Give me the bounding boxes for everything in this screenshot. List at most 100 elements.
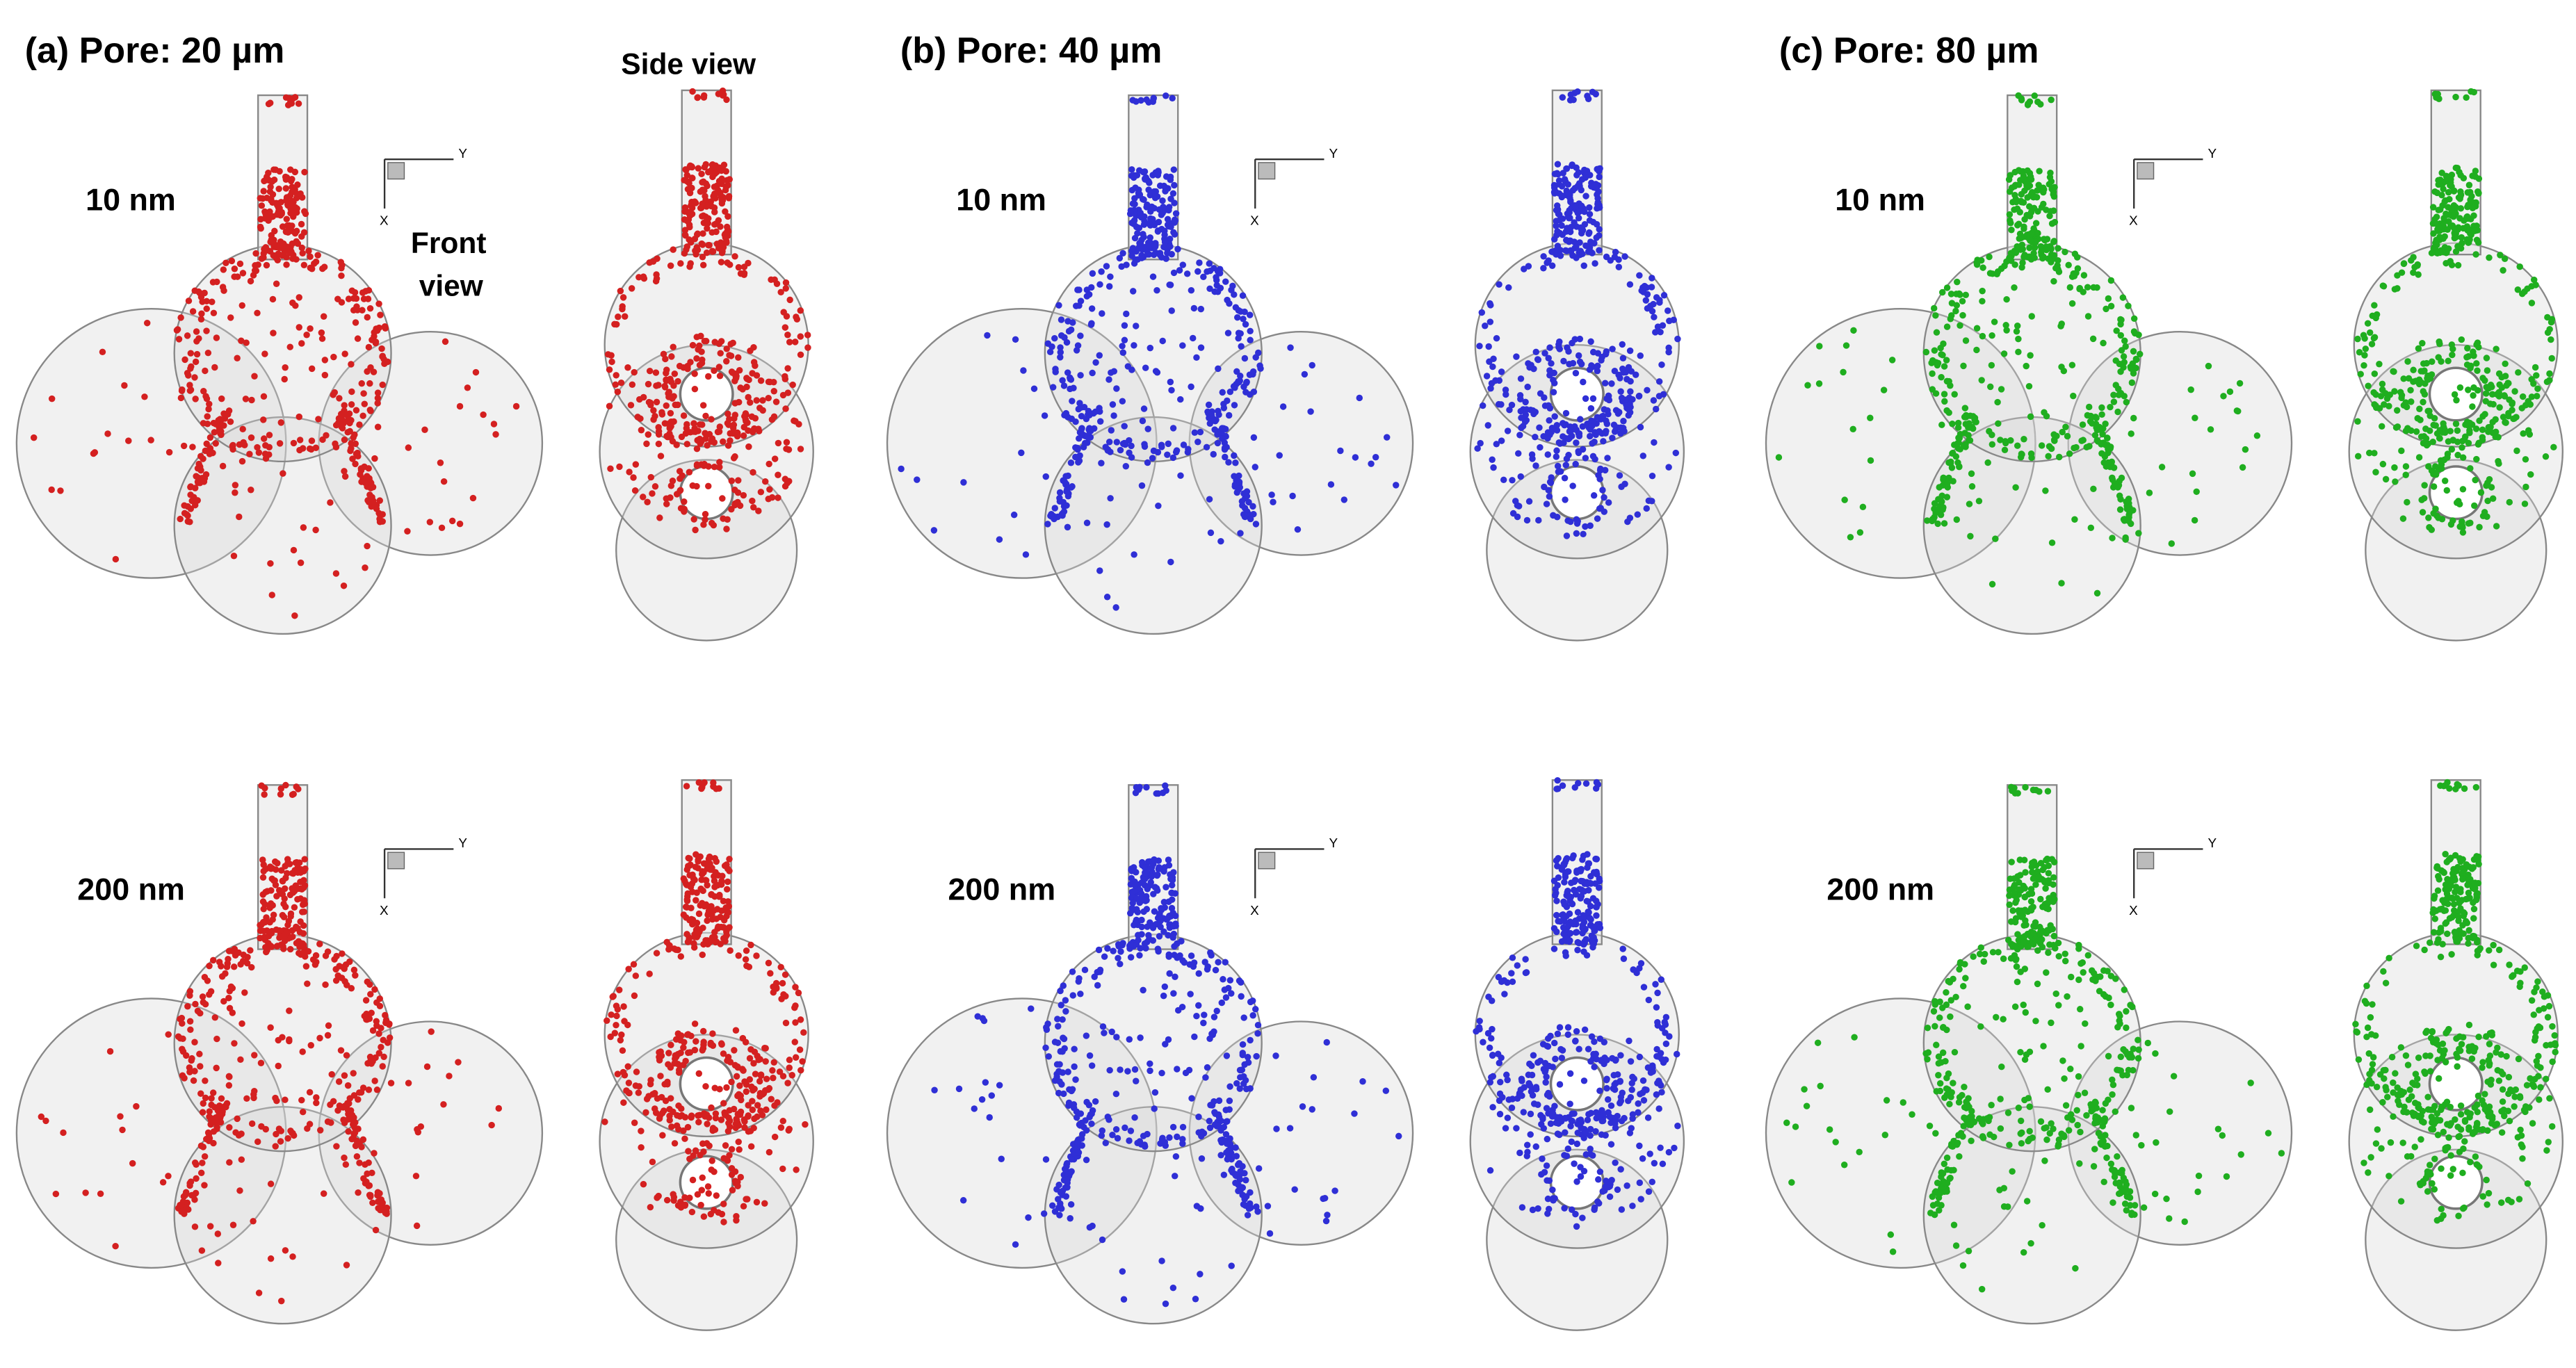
particle <box>1064 318 1071 325</box>
particle <box>730 1105 738 1113</box>
particle <box>1099 1236 1106 1244</box>
particle <box>426 519 434 526</box>
particle <box>1587 432 1594 440</box>
particle <box>1057 354 1064 361</box>
particle <box>1498 1054 1505 1061</box>
particle <box>786 1064 793 1071</box>
particle <box>1224 1118 1231 1125</box>
particle <box>1101 953 1108 960</box>
particle <box>775 494 781 501</box>
particle <box>686 855 693 862</box>
particle <box>724 213 731 220</box>
particle <box>1222 994 1230 1001</box>
particle <box>1179 1140 1186 1148</box>
particle <box>1243 1193 1250 1200</box>
particle <box>242 396 250 402</box>
particle <box>362 997 370 1004</box>
particle <box>1092 359 1099 366</box>
particle <box>619 1047 626 1054</box>
particle <box>1616 472 1623 479</box>
particle <box>1574 209 1581 217</box>
particle <box>1553 928 1560 936</box>
particle <box>984 332 991 339</box>
particle <box>322 981 329 988</box>
particle <box>686 263 693 270</box>
particle <box>264 947 270 954</box>
particle <box>1554 161 1562 168</box>
particle <box>332 421 340 429</box>
particle <box>330 353 337 361</box>
particle <box>231 266 238 272</box>
particle <box>1158 443 1165 450</box>
particle <box>792 1054 800 1061</box>
particle <box>1200 273 1207 281</box>
particle <box>350 1114 357 1121</box>
particle <box>200 420 207 427</box>
particle <box>783 439 791 446</box>
particle <box>308 266 316 272</box>
particle <box>723 886 731 893</box>
particle <box>2083 443 2090 451</box>
particle <box>1941 520 1948 527</box>
particle <box>1146 179 1153 186</box>
particle <box>1573 1140 1581 1148</box>
particle <box>205 1137 213 1144</box>
particle <box>670 343 677 350</box>
particle <box>1135 189 1142 197</box>
particle <box>349 455 356 462</box>
particle <box>1151 908 1158 915</box>
particle <box>1167 558 1174 566</box>
particle <box>693 445 701 453</box>
particle <box>315 416 322 423</box>
particle <box>266 247 274 255</box>
particle <box>1195 1002 1202 1009</box>
particle <box>1327 481 1335 488</box>
particle <box>320 313 327 320</box>
particle <box>743 411 750 418</box>
particle <box>345 1116 352 1123</box>
particle <box>1587 405 1595 412</box>
particle <box>276 440 284 447</box>
particle <box>295 950 302 956</box>
particle <box>1572 370 1580 377</box>
particle <box>1147 1067 1153 1075</box>
particle <box>647 399 654 407</box>
particle <box>1599 412 1607 420</box>
particle <box>689 88 696 95</box>
particle <box>1994 268 2002 275</box>
particle <box>266 443 273 451</box>
particle <box>1573 203 1580 210</box>
particle <box>1173 447 1181 454</box>
particle <box>218 963 225 970</box>
particle <box>745 393 752 401</box>
particle <box>1952 307 1959 315</box>
particle <box>998 1155 1005 1162</box>
particle <box>1042 473 1049 480</box>
particle <box>1085 426 1092 433</box>
particle <box>1590 869 1598 876</box>
particle <box>1131 172 1138 179</box>
particle <box>297 559 305 567</box>
particle <box>711 339 718 345</box>
particle <box>1601 494 1607 501</box>
particle <box>1592 855 1599 863</box>
particle <box>1109 401 1117 408</box>
particle <box>211 364 218 371</box>
particle <box>282 863 289 870</box>
particle <box>1158 1136 1166 1143</box>
particle <box>1640 288 1647 295</box>
particle <box>328 1070 335 1078</box>
particle <box>255 449 263 456</box>
particle <box>1522 412 1530 418</box>
particle <box>2050 431 2057 438</box>
particle <box>1662 1040 1670 1048</box>
particle <box>259 920 266 927</box>
particle <box>1222 1107 1229 1114</box>
particle <box>1065 490 1072 497</box>
particle <box>654 1194 661 1201</box>
particle <box>1554 1130 1562 1137</box>
particle <box>1621 427 1628 435</box>
particle <box>1174 1066 1181 1073</box>
particle <box>350 434 357 441</box>
particle <box>1867 457 1874 464</box>
